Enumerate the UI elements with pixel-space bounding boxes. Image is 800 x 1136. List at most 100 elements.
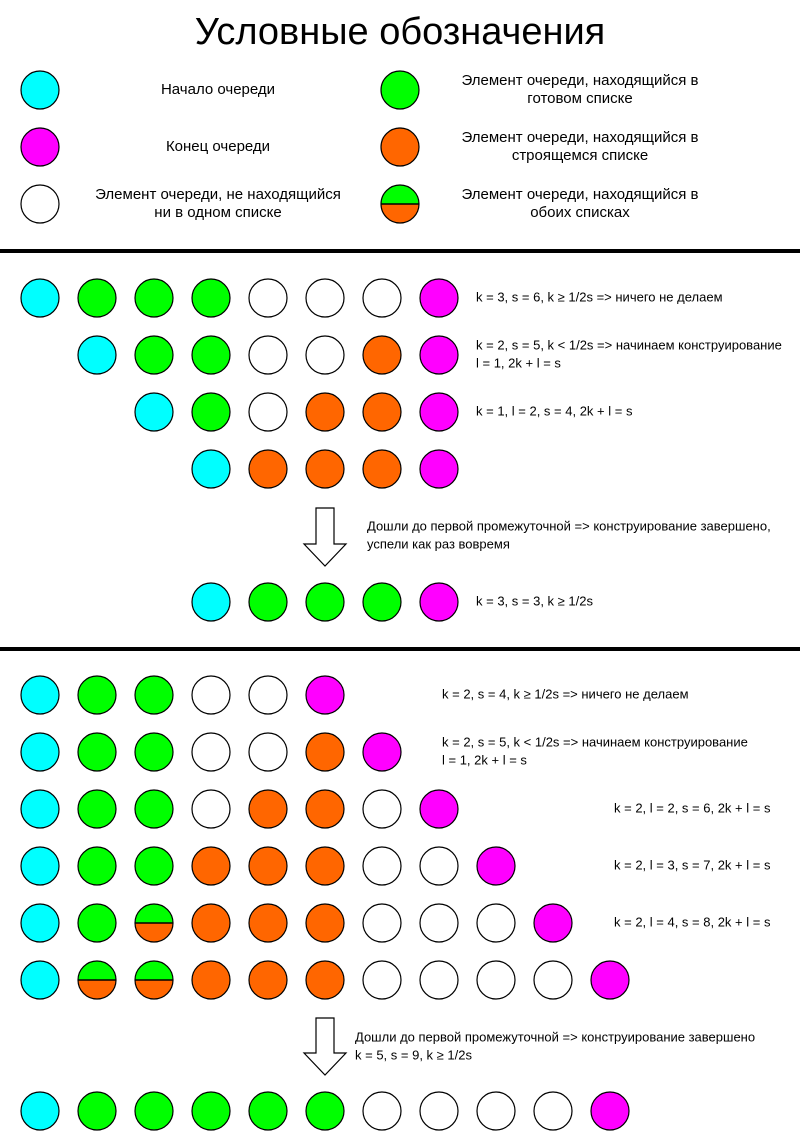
queue-element [590, 1091, 630, 1131]
queue-element [248, 903, 288, 943]
queue-element [362, 732, 402, 772]
queue-element [419, 449, 459, 489]
queue-element [20, 960, 60, 1000]
queue-element [362, 335, 402, 375]
label: Начало очереди [161, 81, 275, 98]
label: k = 3, s = 6, k ≥ 1/2s => ничего не дела… [476, 289, 723, 304]
label: k = 2, s = 5, k < 1/2s => начинаем конст… [442, 734, 748, 749]
queue-element [419, 392, 459, 432]
label: Элемент очереди, находящийся в [461, 72, 698, 89]
label: Дошли до первой промежуточной => констру… [367, 518, 771, 533]
queue-element-both [381, 204, 419, 223]
queue-element [20, 184, 60, 224]
queue-element [20, 1091, 60, 1131]
queue-element [20, 127, 60, 167]
queue-element [476, 903, 516, 943]
queue-element [134, 846, 174, 886]
queue-element [419, 846, 459, 886]
queue-element [248, 335, 288, 375]
label: k = 2, l = 3, s = 7, 2k + l = s [614, 857, 771, 872]
queue-element [380, 70, 420, 110]
queue-element [191, 846, 231, 886]
queue-element [191, 675, 231, 715]
queue-element [305, 582, 345, 622]
queue-element [134, 335, 174, 375]
queue-element [20, 675, 60, 715]
queue-element [77, 335, 117, 375]
queue-element [533, 903, 573, 943]
queue-element [77, 278, 117, 318]
queue-element [191, 278, 231, 318]
label: k = 1, l = 2, s = 4, 2k + l = s [476, 403, 633, 418]
label: k = 3, s = 3, k ≥ 1/2s [476, 593, 593, 608]
queue-element [134, 392, 174, 432]
queue-element [77, 903, 117, 943]
label: ни в одном списке [154, 204, 281, 221]
queue-element [362, 1091, 402, 1131]
queue-element [77, 846, 117, 886]
queue-element [77, 675, 117, 715]
queue-element [305, 789, 345, 829]
queue-element [20, 846, 60, 886]
queue-element [20, 278, 60, 318]
queue-element [191, 960, 231, 1000]
queue-element-both [78, 980, 116, 999]
queue-element [305, 675, 345, 715]
queue-element [248, 732, 288, 772]
queue-element [20, 789, 60, 829]
label: k = 2, s = 4, k ≥ 1/2s => ничего не дела… [442, 686, 689, 701]
label: готовом списке [527, 90, 632, 107]
queue-element [419, 903, 459, 943]
queue-element [77, 789, 117, 829]
queue-element [362, 789, 402, 829]
queue-element [248, 846, 288, 886]
label: успели как раз вовремя [367, 536, 510, 551]
label: k = 2, s = 5, k < 1/2s => начинаем конст… [476, 337, 782, 352]
queue-element [305, 278, 345, 318]
queue-element [380, 127, 420, 167]
queue-element [305, 449, 345, 489]
queue-element [134, 675, 174, 715]
queue-element [362, 846, 402, 886]
queue-element-both [135, 904, 173, 923]
title: Условные обозначения [195, 11, 606, 53]
queue-element [305, 960, 345, 1000]
label: Дошли до первой промежуточной => констру… [355, 1029, 755, 1044]
queue-element [590, 960, 630, 1000]
queue-element [305, 903, 345, 943]
label: k = 2, l = 4, s = 8, 2k + l = s [614, 914, 771, 929]
queue-element [248, 278, 288, 318]
queue-element [362, 960, 402, 1000]
arrow [302, 1017, 348, 1076]
queue-element [362, 278, 402, 318]
queue-element [305, 846, 345, 886]
label: строящемся списке [512, 147, 648, 164]
queue-element [248, 449, 288, 489]
queue-element [134, 1091, 174, 1131]
queue-element [476, 846, 516, 886]
queue-element [248, 675, 288, 715]
queue-element-both [135, 923, 173, 942]
queue-element [362, 582, 402, 622]
queue-element [419, 960, 459, 1000]
queue-element [191, 732, 231, 772]
queue-element [419, 335, 459, 375]
label: k = 5, s = 9, k ≥ 1/2s [355, 1047, 472, 1062]
queue-element [362, 903, 402, 943]
queue-element [191, 449, 231, 489]
queue-element [248, 1091, 288, 1131]
queue-element [533, 960, 573, 1000]
queue-element [419, 789, 459, 829]
label: l = 1, 2k + l = s [442, 752, 527, 767]
queue-element [134, 789, 174, 829]
queue-element [476, 960, 516, 1000]
queue-element [419, 582, 459, 622]
label: Элемент очереди, находящийся в [461, 186, 698, 203]
queue-element [305, 732, 345, 772]
queue-element [20, 732, 60, 772]
queue-element-both [135, 961, 173, 980]
queue-element [305, 392, 345, 432]
queue-element-both [381, 185, 419, 204]
queue-element [191, 903, 231, 943]
